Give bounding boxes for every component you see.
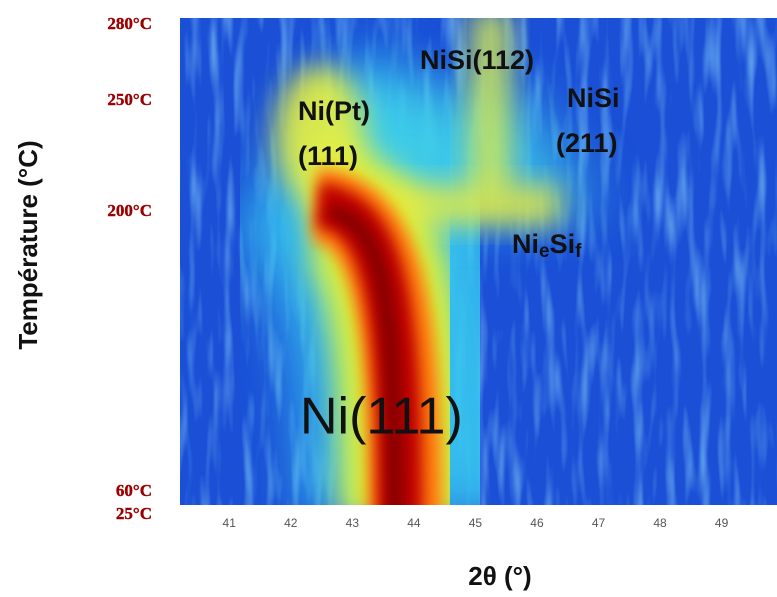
- x-tick-label: 42: [284, 516, 298, 530]
- phase-part: Si: [550, 229, 576, 259]
- x-tick-label: 47: [592, 516, 606, 530]
- annotation: (211): [556, 128, 618, 158]
- x-tick-label: 45: [469, 516, 483, 530]
- y-tick-label: 250°C: [107, 90, 152, 109]
- x-tick-label: 48: [653, 516, 667, 530]
- phase-label: NieSif: [512, 229, 582, 262]
- y-tick-label: 60°C: [116, 481, 152, 500]
- y-tick-label: 200°C: [107, 201, 152, 220]
- phase-part: e: [539, 241, 550, 262]
- y-tick-label: 280°C: [107, 14, 152, 33]
- x-tick-label: 44: [407, 516, 421, 530]
- x-tick-label: 41: [223, 516, 237, 530]
- annotation: NiSi: [567, 83, 620, 113]
- y-tick-label: 25°C: [116, 504, 152, 523]
- annotation: Ni(111): [300, 388, 463, 446]
- heatmap: [180, 18, 777, 505]
- phase-part: f: [575, 241, 582, 262]
- x-tick-label: 49: [715, 516, 729, 530]
- x-axis-label: 2θ (°): [468, 561, 531, 591]
- annotation: NiSi(112): [420, 45, 534, 75]
- phase-part: Ni: [512, 229, 539, 259]
- x-tick-label: 46: [530, 516, 544, 530]
- x-tick-label: 43: [346, 516, 360, 530]
- annotation: Ni(Pt): [298, 96, 370, 126]
- y-axis-label: Température (°C): [13, 140, 43, 349]
- annotation: (111): [298, 141, 358, 171]
